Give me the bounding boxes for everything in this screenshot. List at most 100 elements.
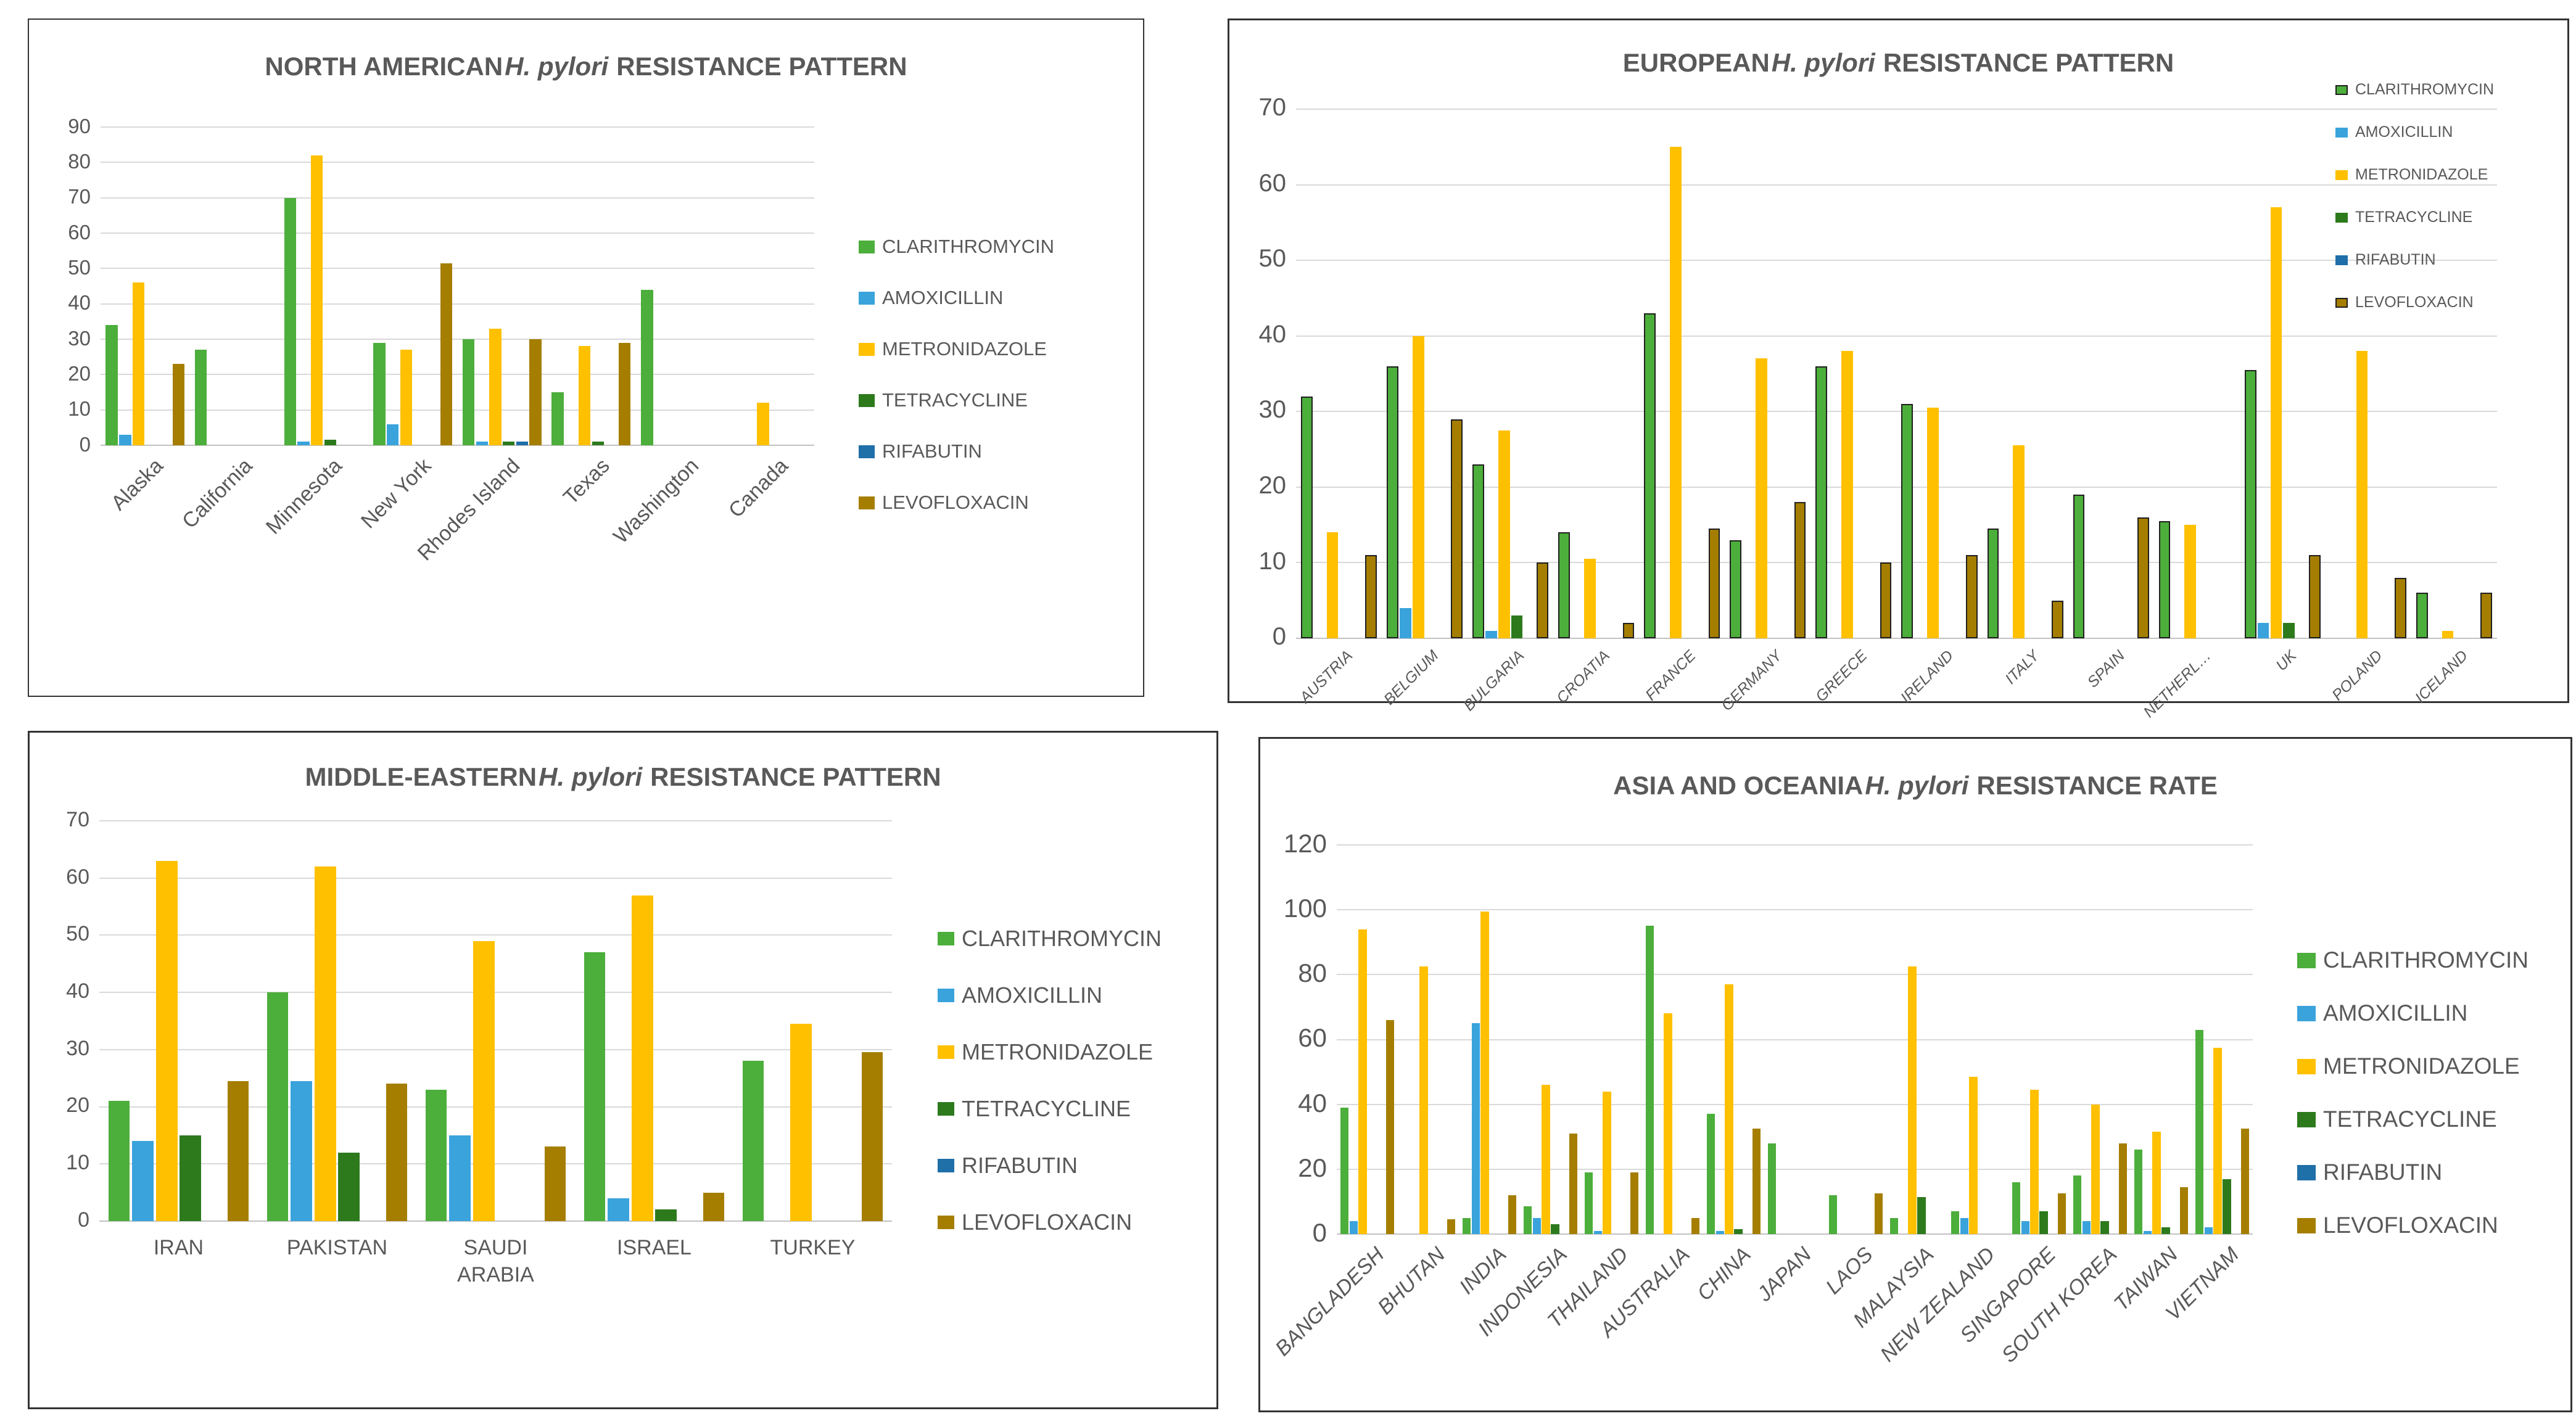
bar-australia-clarithromycin [1645,926,1654,1234]
legend-item-levofloxacin: LEVOFLOXACIN [938,1209,1132,1235]
title-suffix: RESISTANCE PATTERN [616,52,907,81]
bar-india-amoxicillin [1471,1023,1480,1234]
bar-belgium-amoxicillin [1399,607,1411,638]
gridline-120 [1337,844,2253,846]
bar-vietnam-clarithromycin [2195,1029,2204,1234]
bar-new-york-clarithromycin [373,342,386,445]
y-axis-tick-100: 100 [1283,894,1327,923]
legend-item-tetracycline: TETRACYCLINE [2335,208,2472,226]
bar-minnesota-tetracycline [324,440,337,445]
bar-ireland-metronidazole [1927,408,1939,638]
y-axis-tick-20: 20 [66,1093,89,1118]
title-italic: H. pylori [1771,48,1875,77]
gridline-0 [1337,1233,2253,1235]
x-axis-label-spain: SPAIN [2084,647,2128,691]
x-axis-label-france: FRANCE [1642,647,1699,704]
bar-turkey-levofloxacin [861,1052,883,1221]
bar-italy-levofloxacin [2051,600,2063,638]
bar-israel-levofloxacin [703,1192,725,1221]
chart-title-middle-eastern: MIDDLE-EASTERNH. pylori RESISTANCE PATTER… [30,762,1216,792]
legend-item-amoxicillin: AMOXICILLIN [2335,123,2453,141]
y-axis-tick-60: 60 [1258,169,1287,197]
legend-item-rifabutin: RIFABUTIN [2335,251,2436,269]
bar-iran-tetracycline [180,1135,202,1221]
chart-title-asia-oceania: ASIA AND OCEANIAH. pylori RESISTANCE RATE [1260,771,2570,801]
title-prefix: NORTH AMERICAN [265,52,503,81]
bar-taiwan-metronidazole [2152,1132,2161,1234]
gridline-30 [101,339,814,340]
bar-alaska-metronidazole [132,282,145,445]
title-prefix: EUROPEAN [1622,48,1770,77]
bar-croatia-metronidazole [1583,559,1596,638]
bar-taiwan-amoxicillin [2143,1230,2152,1234]
y-axis-tick-70: 70 [66,807,89,831]
gridline-20 [1337,1168,2253,1170]
y-axis-tick-0: 0 [78,1208,89,1232]
bar-iran-metronidazole [155,860,178,1221]
bar-rhodes-island-amoxicillin [476,442,489,445]
bar-croatia-clarithromycin [1558,532,1570,638]
bar-iceland-clarithromycin [2416,593,2428,638]
y-axis-tick-70: 70 [1258,94,1287,121]
legend-swatch-amoxicillin-icon [859,291,875,305]
bar-china-tetracycline [1734,1229,1743,1234]
bar-texas-levofloxacin [618,342,631,445]
legend-swatch-rifabutin-icon [2297,1164,2316,1180]
bar-belgium-clarithromycin [1387,366,1398,638]
bar-indonesia-levofloxacin [1569,1133,1578,1234]
legend-label-tetracycline: TETRACYCLINE [882,389,1028,411]
legend-swatch-amoxicillin-icon [2297,1005,2316,1021]
y-axis-tick-60: 60 [68,220,91,244]
legend-swatch-levofloxacin-icon [938,1216,954,1229]
bar-south-korea-clarithromycin [2073,1175,2082,1234]
bar-france-levofloxacin [1708,529,1720,638]
gridline-50 [99,934,892,936]
x-axis-label-laos: LAOS [1821,1243,1878,1299]
legend-swatch-amoxicillin-icon [2335,127,2348,138]
legend-label-clarithromycin: CLARITHROMYCIN [882,236,1055,257]
legend-label-rifabutin: RIFABUTIN [2355,251,2436,268]
x-axis-label-uk: UK [2272,647,2300,675]
y-axis-tick-20: 20 [1258,472,1287,500]
gridline-100 [1337,909,2253,911]
legend-label-metronidazole: METRONIDAZOLE [2323,1053,2520,1079]
legend-label-metronidazole: METRONIDAZOLE [962,1039,1154,1064]
bar-netherl-metronidazole [2184,525,2197,638]
y-axis-tick-80: 80 [1298,958,1327,988]
legend-swatch-levofloxacin-icon [2335,297,2348,308]
legend-swatch-metronidazole-icon [2335,170,2348,180]
bar-pakistan-amoxicillin [291,1081,312,1221]
bar-india-metronidazole [1480,911,1489,1234]
bar-indonesia-clarithromycin [1523,1206,1532,1234]
x-axis-label-texas: Texas [558,454,614,509]
y-axis-tick-0: 0 [1312,1217,1327,1247]
bar-uk-clarithromycin [2244,369,2256,638]
legend-swatch-clarithromycin-icon [2335,84,2348,95]
bar-poland-metronidazole [2356,351,2368,638]
bar-ireland-clarithromycin [1901,404,1913,638]
y-axis-tick-60: 60 [1298,1023,1327,1053]
chart-panel-asia-oceania: ASIA AND OCEANIAH. pylori RESISTANCE RATE… [1258,737,2572,1412]
bar-france-metronidazole [1670,147,1682,638]
bar-rhodes-island-metronidazole [489,328,502,445]
bar-bulgaria-amoxicillin [1485,630,1497,638]
bar-indonesia-metronidazole [1542,1085,1550,1234]
bar-uk-metronidazole [2270,207,2282,638]
bar-india-levofloxacin [1508,1195,1517,1234]
legend-swatch-tetracycline-icon [938,1102,954,1116]
gridline-80 [101,162,814,163]
x-axis-label-belgium: BELGIUM [1381,647,1442,709]
legend-label-amoxicillin: AMOXICILLIN [2323,1000,2468,1026]
bar-uk-tetracycline [2283,623,2295,638]
bar-new-york-amoxicillin [386,424,399,445]
bar-croatia-levofloxacin [1622,623,1635,638]
bar-iceland-metronidazole [2442,630,2454,638]
gridline-60 [1337,1039,2253,1040]
y-axis-tick-70: 70 [68,185,91,208]
gridline-70 [101,197,814,199]
bar-vietnam-amoxicillin [2204,1227,2213,1234]
gridline-10 [101,409,814,411]
x-axis-label-china: CHINA [1692,1243,1756,1306]
bar-minnesota-amoxicillin [297,442,310,445]
